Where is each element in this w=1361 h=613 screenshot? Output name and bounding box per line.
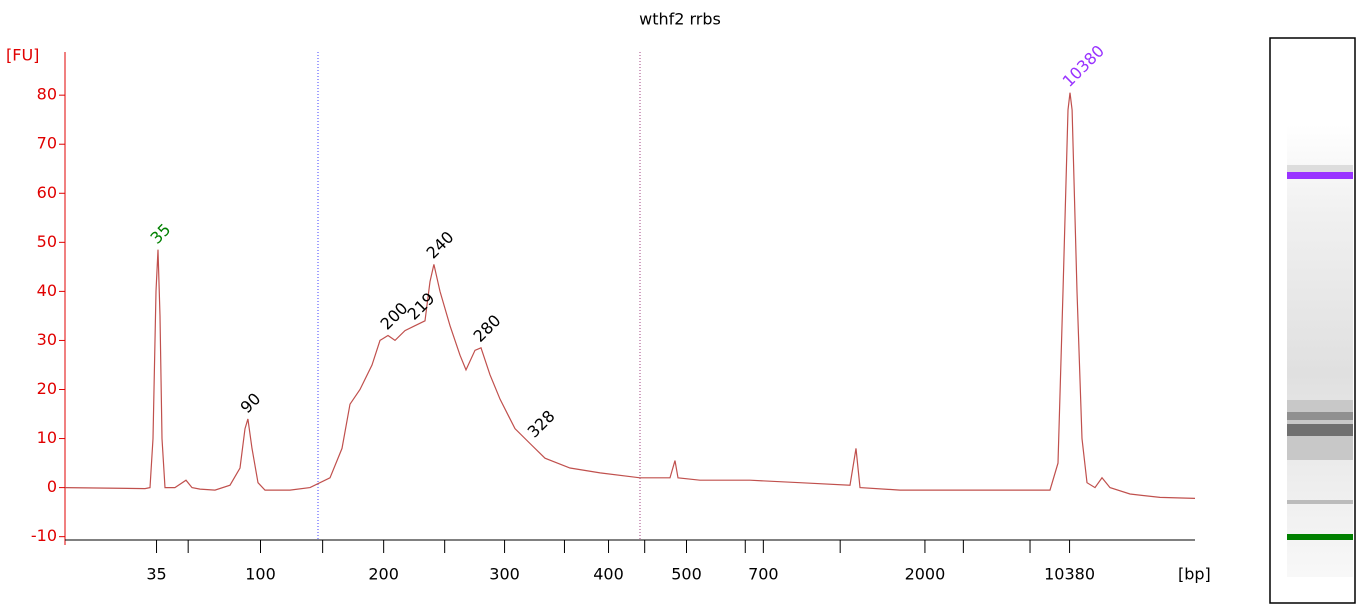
peak-label: 10380 <box>1059 41 1108 90</box>
chart-title: wthf2 rrbs <box>639 10 721 29</box>
peak-label: 35 <box>147 220 175 248</box>
y-tick-label: 20 <box>37 379 57 398</box>
y-tick-label: 70 <box>37 134 57 153</box>
x-tick-label: 500 <box>671 565 702 584</box>
y-tick-label: 30 <box>37 330 57 349</box>
peak-label: 240 <box>423 227 458 262</box>
x-tick-label: 2000 <box>905 565 946 584</box>
peak-label: 200 <box>377 299 412 334</box>
x-tick-label: 100 <box>245 565 276 584</box>
peak-label: 219 <box>404 289 439 324</box>
y-tick-label: 40 <box>37 281 57 300</box>
x-tick-label: 35 <box>146 565 166 584</box>
y-tick-label: 10 <box>37 428 57 447</box>
y-tick-label: 80 <box>37 85 57 104</box>
x-tick-label: 10380 <box>1044 565 1095 584</box>
x-axis-label: [bp] <box>1178 565 1211 584</box>
x-tick-label: 700 <box>748 565 779 584</box>
y-axis-label: [FU] <box>6 46 39 65</box>
y-tick-label: 60 <box>37 183 57 202</box>
x-tick-label: 200 <box>368 565 399 584</box>
x-tick-label: 300 <box>489 565 520 584</box>
y-tick-label: 0 <box>47 477 57 496</box>
peak-label: 328 <box>524 406 559 441</box>
y-tick-label: 50 <box>37 232 57 251</box>
trace-line <box>64 92 1196 499</box>
x-tick-label: 400 <box>593 565 624 584</box>
y-tick-label: -10 <box>31 526 57 545</box>
peak-label: 90 <box>237 389 265 417</box>
gel-lane <box>1269 37 1356 604</box>
peak-label: 280 <box>470 311 505 346</box>
